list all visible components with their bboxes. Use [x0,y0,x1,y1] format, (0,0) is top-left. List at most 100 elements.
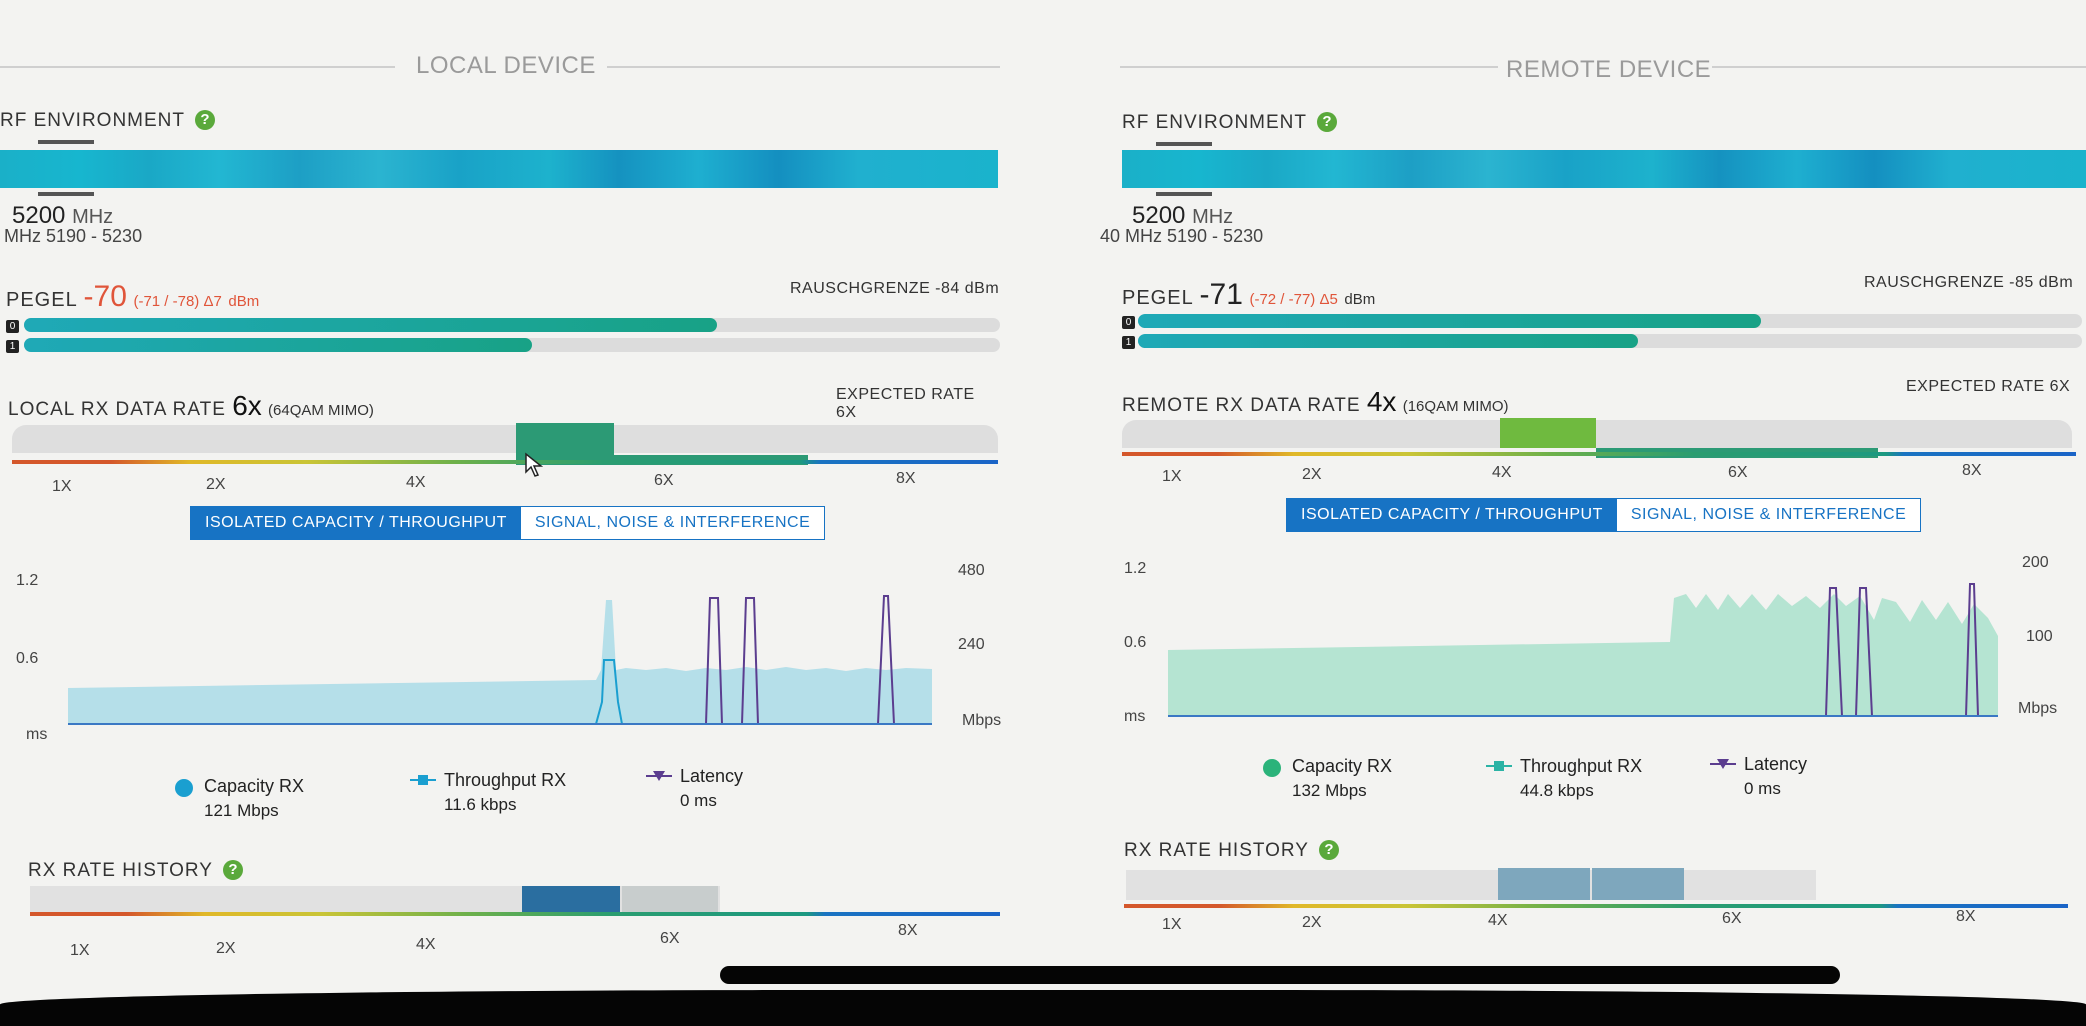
capacity-area [68,600,932,724]
rf-environment-label: RF ENVIRONMENT? [1122,112,1337,134]
noise-floor: RAUSCHGRENZE -85 dBm [1864,274,2074,291]
help-icon[interactable]: ? [222,860,243,880]
legend-latency: Latency 0 ms [1744,754,1808,798]
capacity-rx-icon [1263,759,1281,777]
signal-level: PEGEL -70 (-71 / -78) Δ7 dBm [6,280,260,313]
tab-isolated-capacity[interactable]: ISOLATED CAPACITY / THROUGHPUT [1287,499,1617,531]
help-icon[interactable]: ? [1317,112,1337,132]
tick-8x: 8X [1962,462,1982,479]
y-left-unit: ms [1124,708,1146,725]
chain-0-level [1138,314,1761,328]
y-right-max: 200 [2022,554,2049,571]
tab-signal-noise[interactable]: SIGNAL, NOISE & INTERFERENCE [520,507,825,539]
title-divider-right [1712,66,2086,68]
expected-rate: EXPECTED RATE 6X [836,386,975,421]
mouse-cursor-icon [525,452,544,477]
remote-rx-data-rate: REMOTE RX DATA RATE 4x (16QAM MIMO) [1122,386,1509,417]
history-tick-2x: 2X [216,940,236,957]
throughput-line [68,659,932,725]
capacity-area [1168,594,1998,716]
remote-throughput-chart[interactable] [1166,580,2016,720]
freq-marker-top [38,140,94,144]
local-device-panel: LOCAL DEVICE RF ENVIRONMENT? 5200 MHz MH… [0,0,1002,1026]
tick-2x: 2X [206,476,226,493]
rate-track [12,425,998,453]
chain-1-level [1138,334,1638,348]
y-right-unit: Mbps [2018,700,2058,717]
y-left-mid: 0.6 [16,650,39,667]
rf-spectrum-bar[interactable] [1122,150,2086,188]
freq-marker-top [1156,142,1212,146]
chart-mode-tabs: ISOLATED CAPACITY / THROUGHPUT SIGNAL, N… [1286,498,1922,532]
rx-rate-history-label: RX RATE HISTORY? [1124,840,1339,862]
y-left-unit: ms [26,726,48,743]
tab-signal-noise[interactable]: SIGNAL, NOISE & INTERFERENCE [1616,499,1921,531]
tick-4x: 4X [406,474,426,491]
chart-mode-tabs: ISOLATED CAPACITY / THROUGHPUT SIGNAL, N… [190,506,826,540]
y-right-max: 480 [958,562,985,579]
signal-level: PEGEL -71 (-72 / -77) Δ5 dBm [1122,278,1376,311]
history-scale-bar [30,912,1000,916]
help-icon[interactable]: ? [195,110,215,130]
frequency-range: 40 MHz 5190 - 5230 [1100,226,1264,246]
legend-throughput: Throughput RX 44.8 kbps [1520,756,1643,800]
current-rate-indicator [516,423,614,457]
y-left-max: 1.2 [1124,560,1147,577]
local-throughput-chart[interactable] [66,590,936,740]
legend-capacity: Capacity RX 121 Mbps [204,776,305,820]
local-rx-data-rate: LOCAL RX DATA RATE 6x (64QAM MIMO) [8,390,374,421]
rate-scale-bar [1122,452,2076,456]
history-tick-1x: 1X [1162,916,1182,933]
rx-rate-history-label: RX RATE HISTORY? [28,860,243,882]
noise-floor: RAUSCHGRENZE -84 dBm [790,280,1000,297]
legend-throughput: Throughput RX 11.6 kbps [444,770,567,814]
tick-8x: 8X [896,470,916,487]
help-icon[interactable]: ? [1318,840,1339,860]
tick-1x: 1X [52,478,72,495]
rf-spectrum-bar[interactable] [0,150,998,188]
y-right-mid: 100 [2026,628,2053,645]
history-prev-block [622,886,718,916]
center-frequency: 5200 MHz [12,202,114,229]
throughput-rx-icon [410,775,436,785]
history-block-2 [1592,868,1684,900]
chain-0-badge: 0 [6,320,19,333]
freq-marker-bottom [38,192,94,196]
history-tick-2x: 2X [1302,914,1322,931]
y-right-mid: 240 [958,636,985,653]
frequency-range: MHz 5190 - 5230 [4,226,143,246]
chain-1-badge: 1 [6,340,19,353]
latency-line [705,595,895,725]
latency-line [1825,583,1979,717]
local-device-title: LOCAL DEVICE [416,52,596,79]
title-divider-left [1120,66,1498,68]
latency-icon [646,771,672,781]
history-current-block [522,886,620,916]
y-left-mid: 0.6 [1124,634,1147,651]
chain-1-badge: 1 [1122,336,1135,349]
expected-rate: EXPECTED RATE 6X [1906,378,2071,395]
throughput-rx-icon [1486,761,1512,771]
tab-isolated-capacity[interactable]: ISOLATED CAPACITY / THROUGHPUT [191,507,521,539]
legend-capacity: Capacity RX 132 Mbps [1292,756,1393,800]
title-divider-right [607,66,1000,68]
legend-latency: Latency 0 ms [680,766,744,810]
tick-1x: 1X [1162,468,1182,485]
history-tick-4x: 4X [1488,912,1508,929]
history-tick-6x: 6X [1722,910,1742,927]
current-rate-indicator [1500,418,1596,448]
tick-6x: 6X [1728,464,1748,481]
history-scale-bar [1124,904,2068,908]
history-tick-4x: 4X [416,936,436,953]
freq-marker-bottom [1156,192,1212,196]
latency-icon [1710,759,1736,769]
y-left-max: 1.2 [16,572,39,589]
chain-0-level [24,318,717,332]
chain-0-badge: 0 [1122,316,1135,329]
rf-environment-label: RF ENVIRONMENT? [0,110,215,132]
y-right-unit: Mbps [962,712,1002,729]
tick-4x: 4X [1492,464,1512,481]
capacity-rx-icon [175,779,193,797]
rate-track [1122,420,2072,448]
title-divider-left [0,66,395,68]
